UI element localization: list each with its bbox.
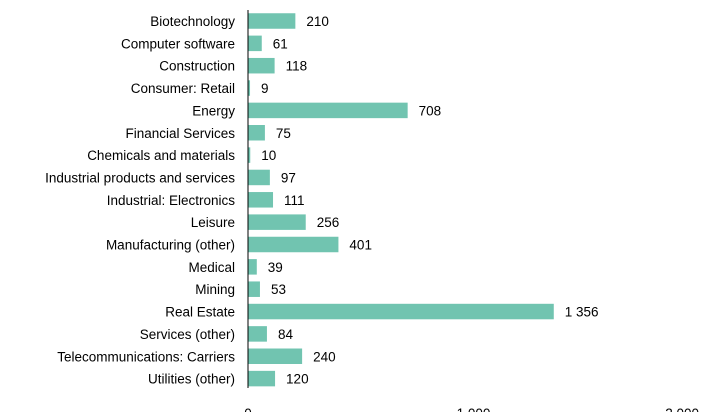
data-label: 53 xyxy=(271,282,286,297)
x-tick-label: 2 000 xyxy=(665,406,699,412)
bar xyxy=(248,57,275,74)
x-tick-label: 1 000 xyxy=(457,406,491,412)
data-label: 111 xyxy=(284,193,305,208)
bar xyxy=(248,35,262,52)
data-label: 708 xyxy=(419,103,442,118)
category-label: Computer software xyxy=(121,36,235,51)
data-label: 120 xyxy=(286,372,309,387)
category-label: Telecommunications: Carriers xyxy=(57,349,235,364)
x-axis-ticks-group: 0 1 000 2 000 xyxy=(244,406,699,412)
x-tick-label: 0 xyxy=(244,406,252,412)
bar xyxy=(248,348,303,364)
bar xyxy=(248,80,251,96)
data-label: 210 xyxy=(306,14,329,29)
category-label: Mining xyxy=(195,282,235,297)
bar xyxy=(248,236,339,253)
data-label: 240 xyxy=(313,349,336,364)
category-label: Biotechnology xyxy=(150,14,235,29)
category-label: Real Estate xyxy=(165,305,235,320)
category-label: Industrial: Electronics xyxy=(107,193,236,208)
data-label: 256 xyxy=(317,215,340,230)
bar xyxy=(248,102,408,119)
bar xyxy=(248,13,296,29)
data-label: 97 xyxy=(281,170,296,185)
category-label: Construction xyxy=(159,59,235,74)
data-label: 84 xyxy=(278,327,294,342)
bar xyxy=(248,326,267,342)
bar xyxy=(248,147,251,163)
category-label: Leisure xyxy=(191,215,235,230)
category-label: Utilities (other) xyxy=(148,372,235,387)
category-label: Services (other) xyxy=(140,327,235,342)
category-label: Financial Services xyxy=(125,126,235,141)
category-label: Industrial products and services xyxy=(45,170,235,185)
data-label: 75 xyxy=(276,126,291,141)
bars-group xyxy=(248,13,554,387)
data-label: 401 xyxy=(349,238,372,253)
data-label: 118 xyxy=(286,59,308,74)
bar xyxy=(248,169,270,186)
bar xyxy=(248,370,276,387)
bar xyxy=(248,303,554,320)
data-label: 61 xyxy=(273,36,288,51)
data-label: 9 xyxy=(261,81,269,96)
data-label: 1 356 xyxy=(565,305,599,320)
bar xyxy=(248,192,274,208)
bar xyxy=(248,259,257,275)
category-label: Medical xyxy=(188,260,235,275)
category-label: Manufacturing (other) xyxy=(106,238,235,253)
category-label: Consumer: Retail xyxy=(131,81,235,96)
category-label: Energy xyxy=(192,103,235,118)
bar xyxy=(248,214,306,230)
data-label: 10 xyxy=(261,148,276,163)
bar xyxy=(248,125,265,141)
bar xyxy=(248,281,260,297)
category-label: Chemicals and materials xyxy=(87,148,235,163)
category-labels-group: Biotechnology Computer software Constructi… xyxy=(45,14,235,387)
data-label: 39 xyxy=(268,260,283,275)
